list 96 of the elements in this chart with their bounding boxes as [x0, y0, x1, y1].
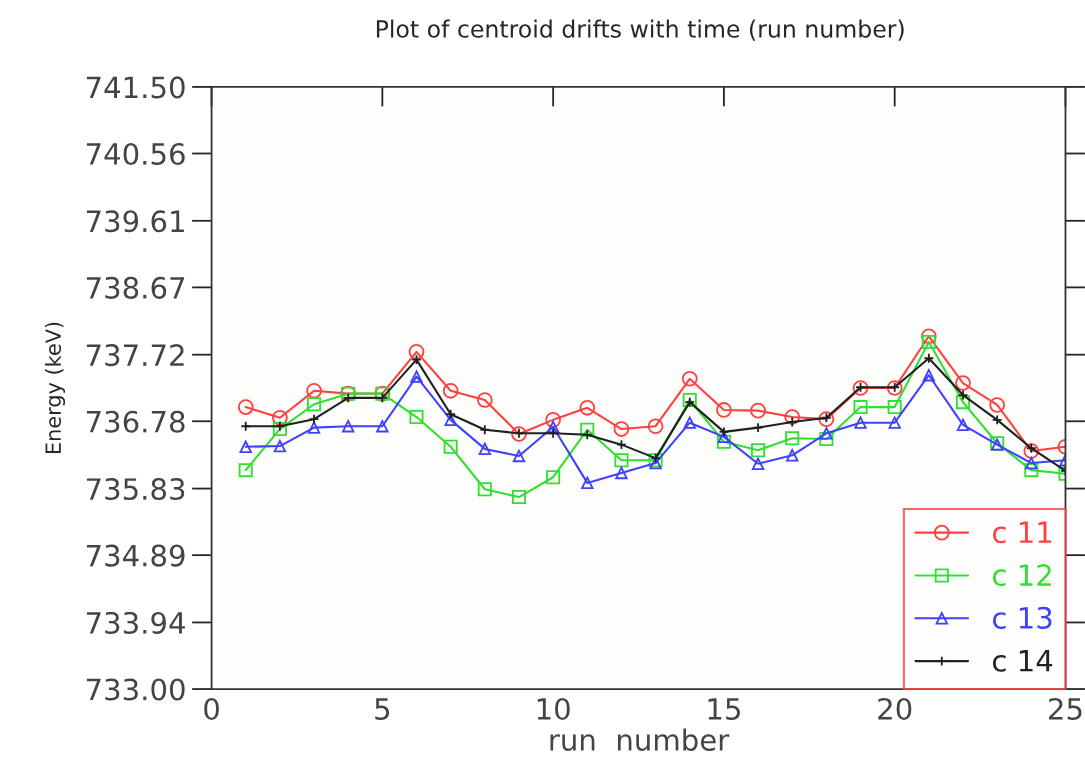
point — [888, 416, 901, 429]
point — [716, 434, 731, 449]
point — [922, 369, 936, 382]
point — [955, 395, 971, 410]
point — [717, 430, 731, 444]
point — [274, 420, 286, 432]
point — [786, 449, 799, 462]
point — [545, 412, 561, 428]
y-tick-label: 739.61 — [86, 210, 184, 233]
x-tick-label: 25 — [1049, 697, 1082, 720]
point — [991, 414, 1003, 426]
point — [273, 439, 287, 453]
x-tick-label: 20 — [878, 697, 912, 720]
point — [580, 422, 595, 437]
point — [476, 392, 493, 408]
point — [547, 427, 559, 439]
point — [240, 420, 252, 432]
point — [786, 416, 798, 428]
point — [511, 490, 526, 505]
point — [887, 400, 902, 415]
point — [581, 429, 593, 441]
point — [989, 397, 1006, 413]
point — [751, 457, 765, 470]
point — [920, 328, 937, 345]
point — [716, 402, 732, 418]
point — [681, 370, 698, 387]
point — [1025, 456, 1038, 470]
y-tick-label: 733.00 — [86, 678, 185, 701]
point — [820, 427, 833, 440]
point — [477, 482, 492, 497]
point — [239, 440, 252, 453]
point — [442, 382, 459, 399]
y-tick-label: 740.56 — [86, 142, 185, 165]
point — [512, 449, 526, 463]
point — [308, 413, 320, 425]
point — [784, 409, 801, 425]
x-tick-label: 15 — [708, 698, 740, 720]
point — [683, 416, 696, 429]
point — [443, 439, 458, 454]
point — [1024, 463, 1039, 478]
point — [853, 400, 868, 415]
point — [923, 352, 935, 364]
point — [444, 413, 457, 427]
point — [478, 442, 492, 456]
y-tick-label: 737.72 — [86, 344, 184, 367]
y-tick-label: 738.67 — [86, 276, 185, 299]
point — [650, 452, 661, 464]
y-tick-label: 734.89 — [86, 544, 185, 567]
x-axis-title: run number — [550, 728, 730, 751]
y-tick-label: 735.83 — [86, 478, 185, 501]
x-tick-label: 10 — [537, 697, 570, 720]
point — [752, 422, 764, 433]
y-axis-title: Energy (keV) — [44, 322, 66, 454]
point — [613, 421, 630, 437]
point — [306, 382, 322, 399]
point — [957, 389, 969, 401]
y-tick-label: 736.78 — [86, 410, 185, 433]
point — [409, 410, 424, 425]
point — [546, 470, 561, 485]
point — [955, 375, 971, 391]
x-tick-label: 0 — [204, 697, 219, 720]
point — [615, 466, 628, 480]
x-tick-label: 5 — [375, 698, 390, 720]
point — [445, 408, 457, 420]
point — [718, 426, 730, 438]
point — [479, 424, 491, 436]
y-tick-label: 741.50 — [86, 76, 185, 99]
point — [237, 399, 254, 415]
legend-label: c 13 — [992, 606, 1052, 629]
point — [272, 422, 287, 437]
point — [307, 421, 321, 434]
point — [956, 418, 970, 431]
point — [750, 402, 766, 419]
point — [751, 443, 766, 458]
point — [921, 334, 936, 349]
point — [408, 343, 425, 360]
legend-label: c 11 — [992, 521, 1052, 544]
point — [647, 418, 664, 435]
point — [238, 463, 253, 478]
point — [307, 397, 322, 412]
y-tick-label: 733.94 — [86, 611, 185, 634]
legend-label: c 14 — [992, 650, 1053, 672]
point — [410, 370, 423, 383]
point — [819, 431, 834, 446]
point — [581, 476, 594, 490]
point — [614, 453, 629, 468]
chart-title: Plot of centroid drifts with time (run number) — [376, 19, 904, 41]
point — [785, 431, 800, 446]
point — [342, 420, 355, 433]
point — [546, 420, 560, 434]
point — [579, 399, 596, 416]
point — [272, 409, 288, 426]
point — [854, 416, 867, 429]
point — [1023, 443, 1040, 459]
legend-label: c 12 — [992, 564, 1051, 587]
point — [376, 420, 389, 433]
